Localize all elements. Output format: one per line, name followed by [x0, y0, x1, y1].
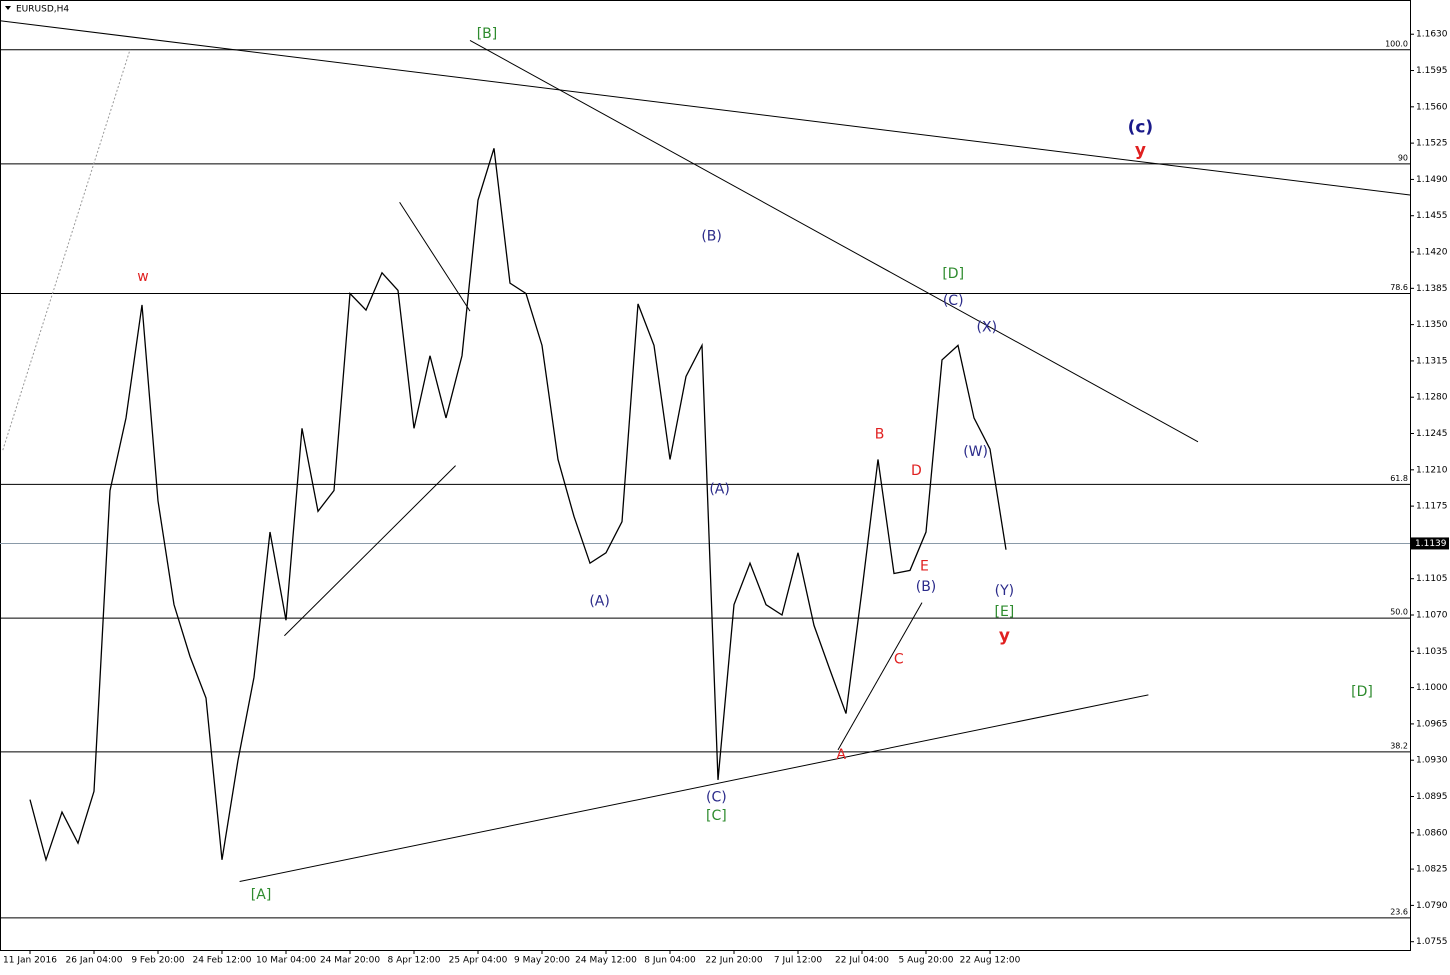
fib-label: 100.0	[1385, 39, 1408, 48]
fib-label: 78.6	[1390, 283, 1408, 292]
wave-label: [D]	[1351, 684, 1373, 700]
y-tick-label: 1.1595	[1416, 66, 1448, 76]
wave-label: (A)	[709, 482, 730, 498]
wave-label: y	[999, 626, 1010, 646]
y-tick-label: 1.1420	[1416, 248, 1448, 258]
y-tick-label: 1.0755	[1416, 937, 1448, 947]
x-tick-label: 8 Jun 04:00	[644, 956, 696, 966]
wave-label: D	[911, 463, 922, 479]
trendline	[837, 602, 923, 751]
trendline	[0, 20, 1411, 196]
menu-arrow	[5, 6, 11, 10]
x-tick-label: 24 Feb 12:00	[192, 956, 251, 966]
current-price-box	[1411, 537, 1449, 550]
y-tick-label: 1.0860	[1416, 828, 1448, 838]
y-tick-label: 1.0930	[1416, 756, 1448, 766]
y-tick-label: 1.0790	[1416, 901, 1448, 911]
x-tick-label: 22 Jul 04:00	[835, 956, 889, 966]
wave-label: y	[1135, 140, 1146, 160]
y-tick-label: 1.1455	[1416, 211, 1448, 221]
wave-label: [C]	[706, 808, 727, 824]
wave-label: [D]	[942, 266, 964, 282]
price-line	[29, 148, 1007, 863]
wave-label: w	[137, 269, 148, 285]
y-tick-label: 1.1560	[1416, 102, 1448, 112]
wave-label: (C)	[706, 790, 727, 806]
x-tick-label: 9 Feb 20:00	[131, 956, 185, 966]
wave-label: (C)	[943, 293, 964, 309]
y-tick-label: 1.0965	[1416, 719, 1448, 729]
y-tick-label: 1.1315	[1416, 356, 1448, 366]
trendline	[239, 694, 1149, 883]
y-tick-label: 1.1070	[1416, 611, 1448, 621]
wave-label: (c)	[1128, 118, 1154, 138]
wave-label: B	[875, 427, 885, 443]
wave-label: E	[920, 558, 929, 574]
x-tick-label: 5 Aug 20:00	[899, 956, 954, 966]
wave-label: (A)	[589, 594, 610, 610]
wave-label: [B]	[477, 26, 498, 42]
x-tick-label: 8 Apr 12:00	[388, 956, 441, 966]
wave-label: (W)	[963, 444, 988, 460]
x-tick-label: 26 Jan 04:00	[66, 956, 123, 966]
x-tick-label: 24 May 12:00	[575, 956, 637, 966]
y-tick-label: 1.0895	[1416, 792, 1448, 802]
y-tick-label: 1.1000	[1416, 683, 1448, 693]
y-tick-label: 1.1245	[1416, 429, 1448, 439]
y-tick-label: 1.1490	[1416, 175, 1448, 185]
fib-label: 38.2	[1390, 741, 1408, 750]
wave-label: (B)	[701, 228, 722, 244]
fib-label: 90	[1398, 153, 1408, 162]
x-tick-label: 22 Aug 12:00	[960, 956, 1021, 966]
y-tick-label: 1.1035	[1416, 647, 1448, 657]
fib-label: 23.6	[1390, 907, 1408, 916]
x-tick-label: 22 Jun 20:00	[705, 956, 762, 966]
wave-label: (B)	[916, 579, 937, 595]
y-tick-label: 1.1350	[1416, 320, 1448, 330]
x-tick-label: 24 Mar 20:00	[320, 956, 380, 966]
chart-title: EURUSD,H4	[16, 5, 69, 15]
y-tick-label: 1.1525	[1416, 139, 1448, 149]
x-tick-label: 7 Jul 12:00	[774, 956, 823, 966]
y-tick-label: 1.1630	[1416, 30, 1448, 40]
wave-label: A	[836, 747, 846, 763]
x-tick-label: 9 May 20:00	[514, 956, 570, 966]
fib-label: 61.8	[1390, 474, 1408, 483]
x-tick-label: 10 Mar 04:00	[256, 956, 316, 966]
y-tick-label: 1.1280	[1416, 393, 1448, 403]
fib-label: 50.0	[1390, 608, 1408, 617]
y-tick-label: 1.1105	[1416, 574, 1448, 584]
wave-label: (Y)	[995, 583, 1014, 599]
wave-label: (X)	[977, 320, 998, 336]
y-tick-label: 1.1385	[1416, 284, 1448, 294]
y-tick-label: 1.1175	[1416, 502, 1448, 512]
x-tick-label: 25 Apr 04:00	[449, 956, 508, 966]
trendline	[399, 201, 471, 312]
wave-label: [A]	[251, 887, 272, 903]
y-tick-label: 1.1210	[1416, 465, 1448, 475]
wave-label: [E]	[995, 604, 1015, 620]
y-tick-label: 1.0825	[1416, 865, 1448, 875]
plot-frame	[0, 0, 1411, 951]
current-price-label: 1.1139	[1415, 539, 1447, 549]
trendline	[284, 465, 456, 637]
wave-label: C	[894, 652, 904, 668]
x-tick-label: 11 Jan 2016	[3, 956, 57, 966]
trendline	[469, 40, 1199, 443]
